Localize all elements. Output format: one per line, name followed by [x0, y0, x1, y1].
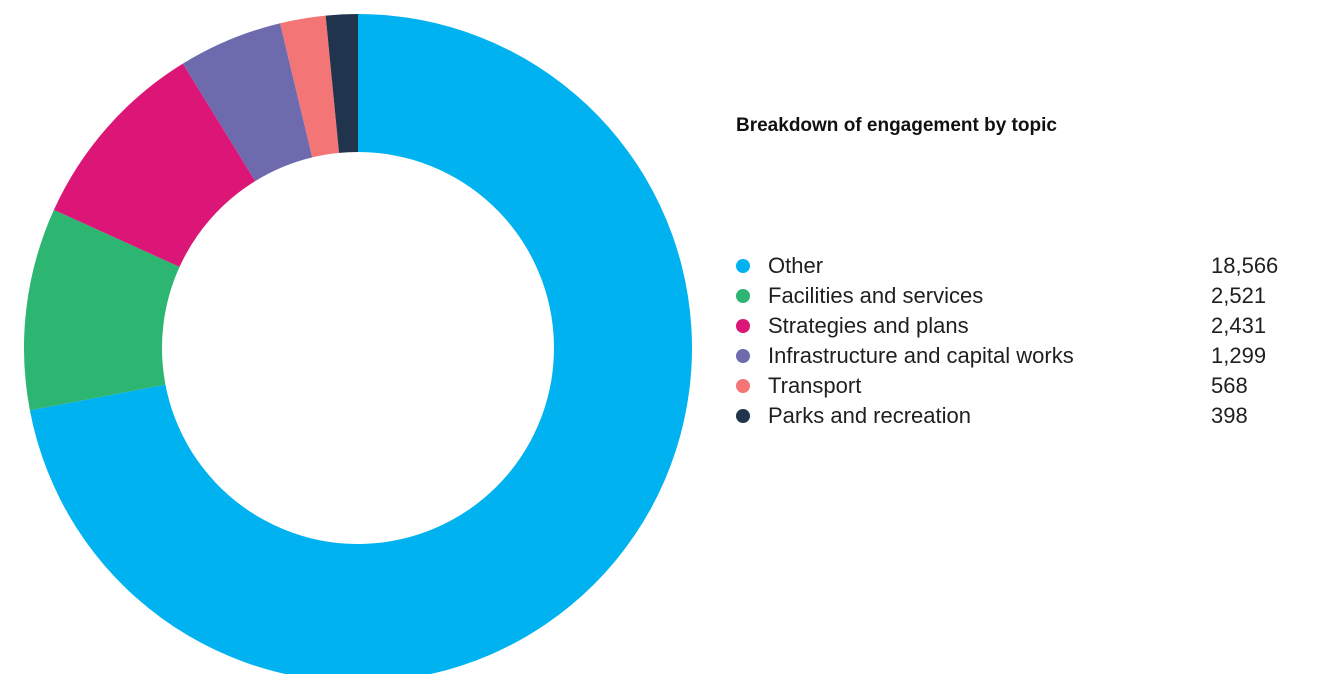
- legend-item-facilities-and-services: Facilities and services 2,521: [736, 281, 1296, 311]
- slice-transport: [280, 15, 340, 158]
- legend-swatch-other: [736, 259, 750, 273]
- legend-item-parks-and-recreation: Parks and recreation 398: [736, 401, 1296, 431]
- slice-infrastructure-and-capital-works: [182, 23, 313, 182]
- chart-title: Breakdown of engagement by topic: [736, 115, 1057, 136]
- donut-chart: [23, 14, 692, 674]
- legend-value-strategies-and-plans: 2,431: [1211, 313, 1267, 338]
- legend: Other 18,566 Facilities and services 2,5…: [736, 251, 1296, 431]
- legend-swatch-facilities-and-services: [736, 289, 750, 303]
- legend-label-infrastructure-and-capital-works: Infrastructure and capital works: [768, 343, 1074, 368]
- slice-other: [29, 14, 692, 674]
- legend-item-transport: Transport 568: [736, 371, 1296, 401]
- legend-value-parks-and-recreation: 398: [1211, 403, 1248, 428]
- legend-value-transport: 568: [1211, 373, 1248, 398]
- legend-item-strategies-and-plans: Strategies and plans 2,431: [736, 311, 1296, 341]
- legend-label-parks-and-recreation: Parks and recreation: [768, 403, 971, 428]
- legend-swatch-infrastructure-and-capital-works: [736, 349, 750, 363]
- legend-item-infrastructure-and-capital-works: Infrastructure and capital works 1,299: [736, 341, 1296, 371]
- legend-label-transport: Transport: [768, 373, 862, 398]
- legend-value-infrastructure-and-capital-works: 1,299: [1211, 343, 1267, 368]
- slice-strategies-and-plans: [53, 63, 256, 267]
- legend-swatch-parks-and-recreation: [736, 409, 750, 423]
- slice-parks-and-recreation: [325, 14, 358, 153]
- legend-value-facilities-and-services: 2,521: [1211, 283, 1267, 308]
- legend-swatch-transport: [736, 379, 750, 393]
- legend-label-other: Other: [768, 253, 824, 278]
- legend-item-other: Other 18,566: [736, 251, 1296, 281]
- legend-value-other: 18,566: [1211, 253, 1279, 278]
- legend-label-facilities-and-services: Facilities and services: [768, 283, 984, 308]
- legend-swatch-strategies-and-plans: [736, 319, 750, 333]
- legend-label-strategies-and-plans: Strategies and plans: [768, 313, 969, 338]
- slice-facilities-and-services: [23, 209, 180, 411]
